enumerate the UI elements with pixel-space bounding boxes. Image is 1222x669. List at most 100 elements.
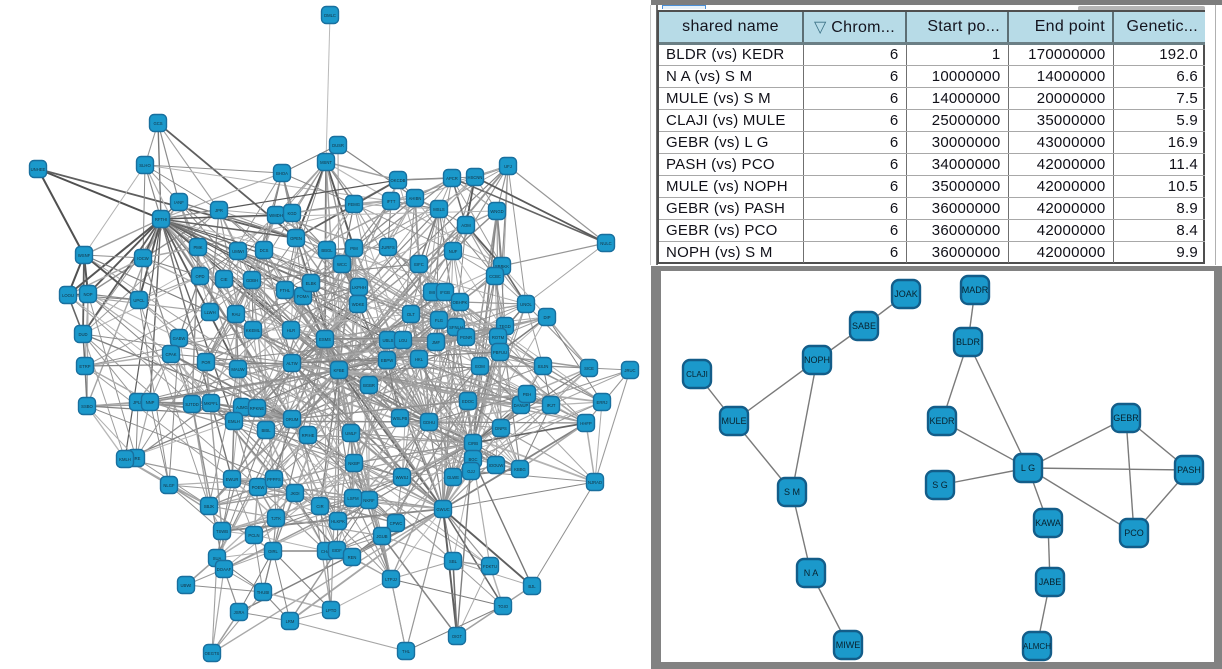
- svg-text:ERRJ: ERRJ: [597, 400, 608, 405]
- svg-text:EBPW: EBPW: [381, 358, 393, 363]
- svg-text:LPTD: LPTD: [326, 608, 337, 613]
- svg-text:NULC: NULC: [600, 241, 611, 246]
- svg-text:DUD: DUD: [78, 332, 87, 337]
- svg-text:MSLS: MSLS: [433, 207, 445, 212]
- svg-text:AHIBN: AHIBN: [409, 196, 422, 201]
- svg-text:NOP: NOP: [83, 292, 92, 297]
- svg-text:NOPH: NOPH: [804, 355, 830, 365]
- svg-text:GLWE: GLWE: [447, 475, 459, 480]
- svg-text:DIP: DIP: [544, 315, 551, 320]
- svg-text:LLWH: LLWH: [204, 310, 215, 315]
- svg-text:JPLK: JPLK: [133, 400, 143, 405]
- svg-text:JKDI: JKDI: [290, 491, 299, 496]
- svg-text:JURFS: JURFS: [381, 245, 395, 250]
- svg-text:WWSJ: WWSJ: [396, 475, 409, 480]
- svg-text:LGU: LGU: [399, 338, 408, 343]
- svg-text:NNP: NNP: [146, 400, 155, 405]
- svg-text:RAU: RAU: [232, 312, 241, 317]
- svg-text:L G: L G: [1021, 463, 1035, 473]
- svg-text:NJRAD: NJRAD: [588, 480, 602, 485]
- svg-text:WSNF: WSNF: [78, 253, 91, 258]
- svg-text:UMLF: UMLF: [345, 431, 357, 436]
- svg-text:OPD: OPD: [195, 274, 204, 279]
- svg-text:UNHEE: UNHEE: [31, 167, 46, 172]
- svg-text:UMWI: UMWI: [232, 249, 244, 254]
- svg-text:KEDR: KEDR: [929, 416, 955, 426]
- svg-text:SSBO: SSBO: [81, 404, 93, 409]
- svg-text:TGIO: TGIO: [498, 604, 509, 609]
- svg-text:OKCDB: OKCDB: [391, 178, 406, 183]
- svg-text:IRJT: IRJT: [547, 403, 556, 408]
- svg-text:REN: REN: [348, 555, 357, 560]
- svg-text:GJJ: GJJ: [467, 469, 474, 474]
- svg-text:CPAK: CPAK: [165, 352, 176, 357]
- svg-text:GABW: GABW: [173, 336, 186, 341]
- svg-text:MSNT: MSNT: [320, 160, 332, 165]
- svg-text:LSFM: LSFM: [347, 496, 359, 501]
- svg-text:TJTK: TJTK: [271, 516, 281, 521]
- svg-text:EMLH: EMLH: [228, 419, 240, 424]
- svg-text:SBL: SBL: [449, 559, 458, 564]
- svg-text:DANUP: DANUP: [514, 403, 529, 408]
- svg-text:ALTW: ALTW: [286, 361, 297, 366]
- svg-text:WCC: WCC: [337, 262, 347, 267]
- svg-text:EIDF: EIDF: [332, 548, 342, 553]
- svg-text:BLDR: BLDR: [956, 337, 981, 347]
- svg-text:S G: S G: [932, 480, 948, 490]
- svg-text:DUSR: DUSR: [332, 143, 344, 148]
- svg-text:SFNLH: SFNLH: [449, 325, 463, 330]
- svg-text:PCO: PCO: [1124, 528, 1144, 538]
- svg-text:AJMG: AJMG: [236, 405, 248, 410]
- svg-text:SLHO: SLHO: [139, 163, 151, 168]
- svg-text:PIM: PIM: [350, 246, 358, 251]
- svg-text:WNGD: WNGD: [490, 209, 503, 214]
- svg-text:IOCW: IOCW: [137, 256, 148, 261]
- svg-text:POEW: POEW: [252, 485, 265, 490]
- svg-text:S M: S M: [784, 487, 800, 497]
- svg-text:SICE: SICE: [584, 366, 594, 371]
- svg-text:POR: POR: [201, 360, 210, 365]
- svg-text:RFTHI: RFTHI: [155, 217, 167, 222]
- svg-text:KBBG: KBBG: [514, 467, 526, 472]
- svg-text:SUA: SUA: [213, 556, 222, 561]
- svg-text:CIR: CIR: [316, 504, 323, 509]
- svg-text:KMLH: KMLH: [119, 457, 131, 462]
- svg-text:EOM: EOM: [475, 364, 485, 369]
- svg-text:HHFP: HHFP: [580, 421, 592, 426]
- svg-text:DMLC: DMLC: [324, 13, 336, 18]
- svg-text:DOAAF: DOAAF: [217, 567, 232, 572]
- svg-text:BJL: BJL: [528, 584, 536, 589]
- svg-text:GWUC: GWUC: [436, 507, 449, 512]
- svg-text:HLKPK: HLKPK: [331, 519, 345, 524]
- svg-text:GEBR: GEBR: [1113, 413, 1139, 423]
- svg-text:UBLS: UBLS: [383, 338, 394, 343]
- svg-text:KGD: KGD: [287, 211, 296, 216]
- svg-text:FLG: FLG: [435, 318, 443, 323]
- svg-text:BHOA: BHOA: [276, 171, 288, 176]
- svg-text:THL: THL: [402, 649, 411, 654]
- svg-text:FOMA: FOMA: [297, 294, 309, 299]
- svg-text:PASH: PASH: [1177, 465, 1201, 475]
- svg-text:KAWA: KAWA: [1035, 518, 1061, 528]
- svg-text:ROTM: ROTM: [492, 335, 505, 340]
- svg-text:EIFC: EIFC: [414, 262, 424, 267]
- svg-text:JSRA: JSRA: [234, 610, 245, 615]
- svg-text:CPWC: CPWC: [390, 521, 403, 526]
- svg-text:LRM: LRM: [286, 619, 295, 624]
- svg-text:ELBK: ELBK: [306, 281, 317, 286]
- svg-text:PBFUU: PBFUU: [493, 350, 507, 355]
- svg-text:ORUM: ORUM: [286, 417, 299, 422]
- svg-text:GCS: GCS: [153, 121, 162, 126]
- svg-text:PGNR: PGNR: [460, 335, 472, 340]
- svg-text:NKRF: NKRF: [363, 498, 375, 503]
- svg-text:HLR: HLR: [287, 328, 295, 333]
- svg-text:ESMS: ESMS: [319, 337, 331, 342]
- svg-text:SABE: SABE: [852, 321, 876, 331]
- svg-text:OPEN: OPEN: [290, 236, 302, 241]
- svg-text:UFJ: UFJ: [504, 164, 512, 169]
- svg-text:SSJN: SSJN: [538, 364, 549, 369]
- svg-text:ETRP: ETRP: [79, 364, 90, 369]
- svg-text:HKL: HKL: [415, 357, 424, 362]
- svg-text:BGBR: BGBR: [363, 383, 375, 388]
- svg-text:JABE: JABE: [1039, 577, 1062, 587]
